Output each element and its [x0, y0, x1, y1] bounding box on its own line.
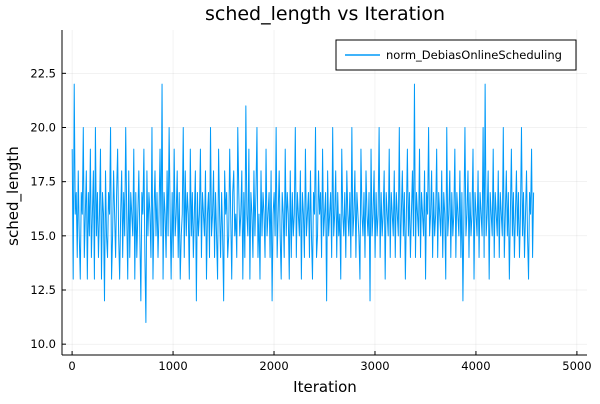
y-tick-label: 15.0 [30, 229, 56, 243]
series-layer [71, 83, 535, 323]
y-axis-label: sched_length [4, 146, 23, 246]
x-tick-label: 1000 [158, 359, 187, 373]
x-tick-label: 4000 [461, 359, 490, 373]
legend: norm_DebiasOnlineScheduling [335, 39, 577, 71]
y-tick-label: 10.0 [30, 337, 56, 351]
x-axis-label: Iteration [293, 378, 357, 396]
grid [62, 30, 587, 355]
axes [61, 30, 587, 356]
y-tick-label: 12.5 [30, 283, 56, 297]
x-tick-label: 2000 [259, 359, 288, 373]
legend-label: norm_DebiasOnlineScheduling [386, 48, 562, 62]
y-tick-label: 17.5 [30, 175, 56, 189]
x-tick-label: 3000 [360, 359, 389, 373]
y-tick-label: 22.5 [30, 66, 56, 80]
tick-labels: 0 1000 2000 3000 4000 5000 10.0 12.5 15.0 17.5 20.… [30, 66, 591, 373]
chart-title: sched_length vs Iteration [205, 3, 445, 25]
x-tick-label: 5000 [562, 359, 591, 373]
y-tick-label: 20.0 [30, 121, 56, 135]
series-line [71, 83, 535, 323]
x-tick-label: 0 [68, 359, 75, 373]
